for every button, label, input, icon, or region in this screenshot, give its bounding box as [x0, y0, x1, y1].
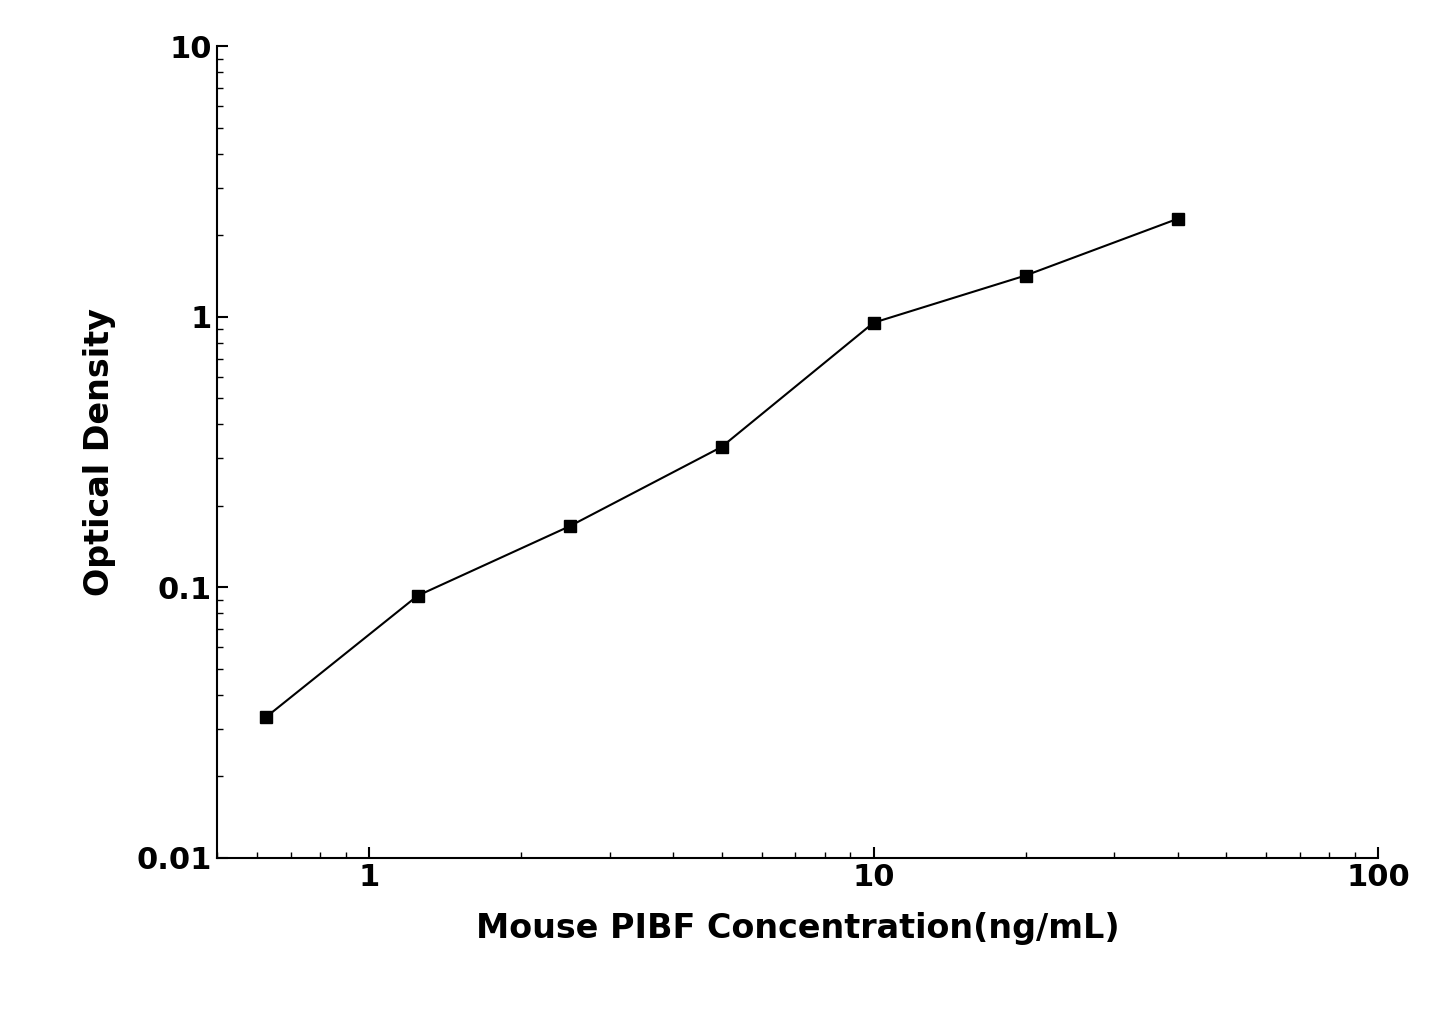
Y-axis label: Optical Density: Optical Density [82, 308, 116, 596]
X-axis label: Mouse PIBF Concentration(ng/mL): Mouse PIBF Concentration(ng/mL) [475, 912, 1120, 945]
